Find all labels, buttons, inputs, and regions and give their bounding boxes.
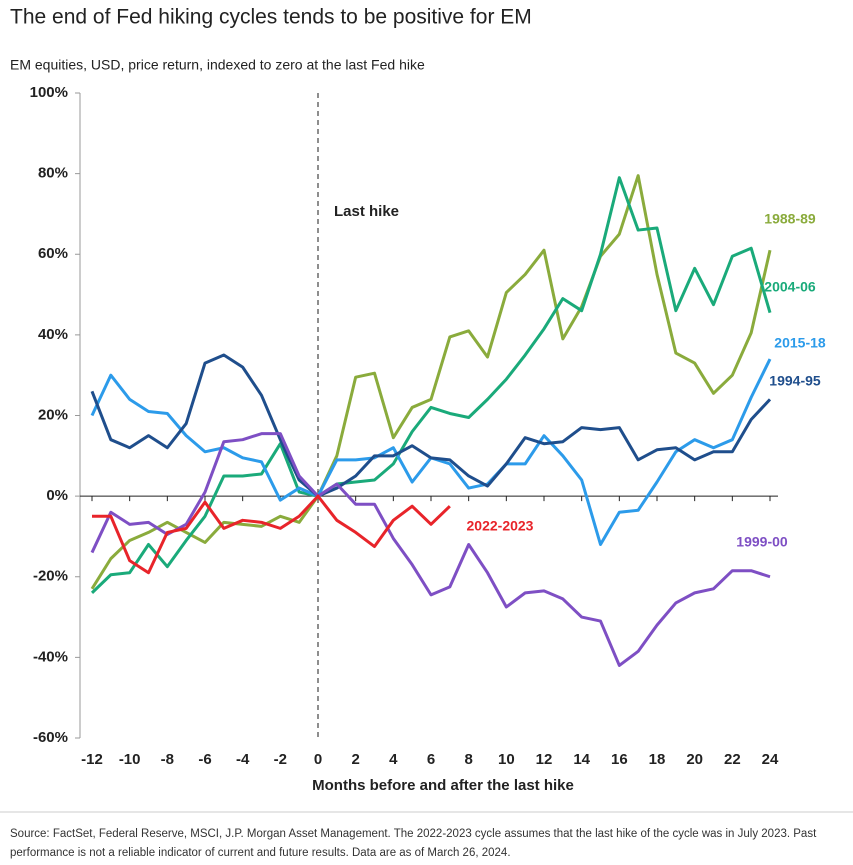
series-line <box>90 432 771 667</box>
x-tick-label: 24 <box>762 751 779 768</box>
x-tick-label: 22 <box>724 751 741 768</box>
y-tick-label: 60% <box>38 245 68 262</box>
x-tick-label: -6 <box>198 751 211 768</box>
series-label: 2015-18 <box>774 335 826 351</box>
x-tick-label: 2 <box>351 751 359 768</box>
chart-subtitle: EM equities, USD, price return, indexed … <box>10 57 425 73</box>
series-label: 1999-00 <box>736 534 788 550</box>
y-tick-label: 80% <box>38 165 68 182</box>
series-line <box>92 494 451 575</box>
series-line <box>90 353 772 498</box>
y-tick-label: -60% <box>33 729 68 746</box>
x-tick-label: -12 <box>81 751 103 768</box>
x-tick-label: 10 <box>498 751 515 768</box>
x-tick-label: 6 <box>427 751 435 768</box>
y-tick-label: 40% <box>38 326 68 343</box>
x-axis-label: Months before and after the last hike <box>312 777 574 794</box>
source-line: Source: FactSet, Federal Reserve, MSCI, … <box>10 828 817 840</box>
series-label: 1988-89 <box>764 211 816 227</box>
y-tick-label: -40% <box>33 648 68 665</box>
x-tick-label: 18 <box>649 751 666 768</box>
reference-label: Last hike <box>334 203 399 220</box>
chart-title: The end of Fed hiking cycles tends to be… <box>10 6 532 29</box>
x-tick-label: -4 <box>236 751 250 768</box>
x-tick-label: 16 <box>611 751 628 768</box>
x-tick-label: -8 <box>161 751 174 768</box>
series-label: 1994-95 <box>769 373 821 389</box>
series-label: 2004-06 <box>764 279 816 295</box>
x-tick-label: 8 <box>464 751 472 768</box>
y-tick-label: 100% <box>30 84 68 101</box>
x-tick-label: 4 <box>389 751 398 768</box>
x-tick-label: -2 <box>274 751 287 768</box>
x-tick-label: 20 <box>686 751 703 768</box>
y-tick-label: 20% <box>38 406 68 423</box>
y-tick-label: -20% <box>33 568 68 585</box>
series-line <box>90 176 772 594</box>
series-label: 2022-2023 <box>467 518 534 534</box>
source-line: performance is not a reliable indicator … <box>10 847 511 859</box>
x-tick-label: -10 <box>119 751 141 768</box>
series-line <box>90 174 772 590</box>
y-tick-label: 0% <box>46 487 68 504</box>
x-tick-label: 14 <box>573 751 590 768</box>
x-tick-label: 0 <box>314 751 322 768</box>
x-tick-label: 12 <box>536 751 553 768</box>
